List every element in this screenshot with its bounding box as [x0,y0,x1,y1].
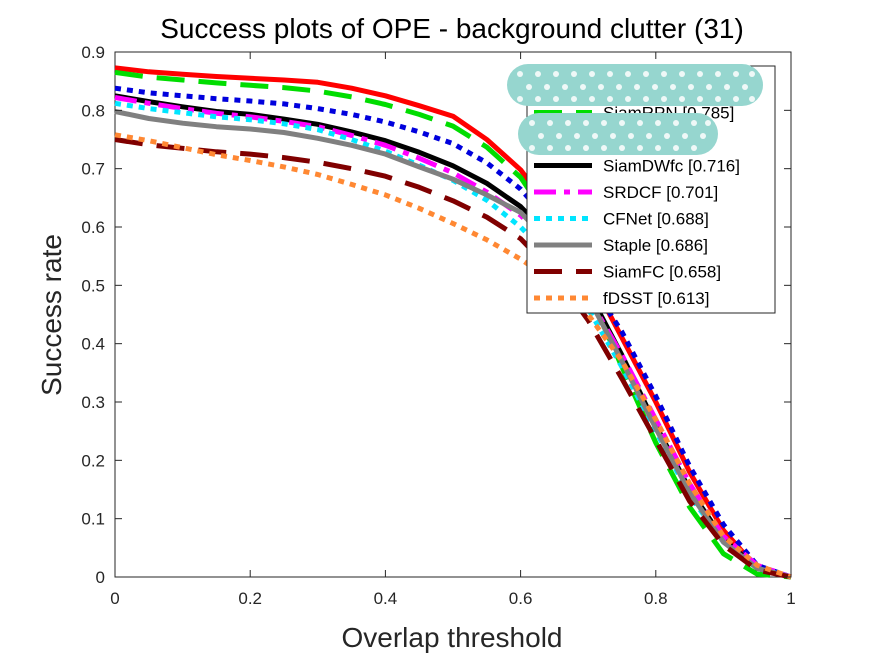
y-tick-label: 0.8 [81,101,105,120]
series-line-redacted-0 [114,65,792,580]
y-tick-label: 0.9 [81,43,105,62]
y-tick-label: 0.3 [81,393,105,412]
series-layer [114,65,792,580]
legend-label-cfnet: CFNet [0.688] [603,210,709,229]
chart-title: Success plots of OPE - background clutte… [160,13,744,44]
y-axis-ticks: 0 0.1 0.2 0.3 0.4 0.5 0.6 0.7 0.8 0.9 [81,43,791,587]
y-axis-label: Success rate [36,234,67,396]
x-tick-label: 0 [110,589,119,608]
y-tick-label: 0.6 [81,218,105,237]
series-line-redacted-2 [114,85,792,580]
legend-label-siamdwfc: SiamDWfc [0.716] [603,157,740,176]
legend-label-staple: Staple [0.686] [603,236,708,255]
legend-label-fdsst: fDSST [0.613] [603,289,709,308]
x-axis-label: Overlap threshold [341,622,562,653]
x-axis-ticks: 0 0.2 0.4 0.6 0.8 1 [110,52,796,608]
series-line-staple [114,109,792,580]
legend-label-srdcf: SRDCF [0.701] [603,183,718,202]
x-tick-label: 0.4 [374,589,398,608]
y-tick-label: 0.7 [81,160,105,179]
legend-redaction-blob [507,64,763,106]
x-tick-label: 0.6 [509,589,533,608]
y-tick-label: 0 [96,568,105,587]
y-tick-label: 0.1 [81,510,105,529]
x-tick-label: 0.2 [238,589,262,608]
series-line-siamfc [114,137,792,580]
legend-label-siamfc: SiamFC [0.658] [603,263,721,282]
x-tick-label: 1 [786,589,795,608]
y-tick-label: 0.5 [81,276,105,295]
x-tick-label: 0.8 [644,589,668,608]
y-tick-label: 0.2 [81,451,105,470]
legend: SiamRPN [0.785]SiamDWfc [0.716]SRDCF [0.… [507,64,776,314]
legend-redaction-blob [518,113,718,155]
series-line-fdsst [114,132,792,580]
y-tick-label: 0.4 [81,335,105,354]
